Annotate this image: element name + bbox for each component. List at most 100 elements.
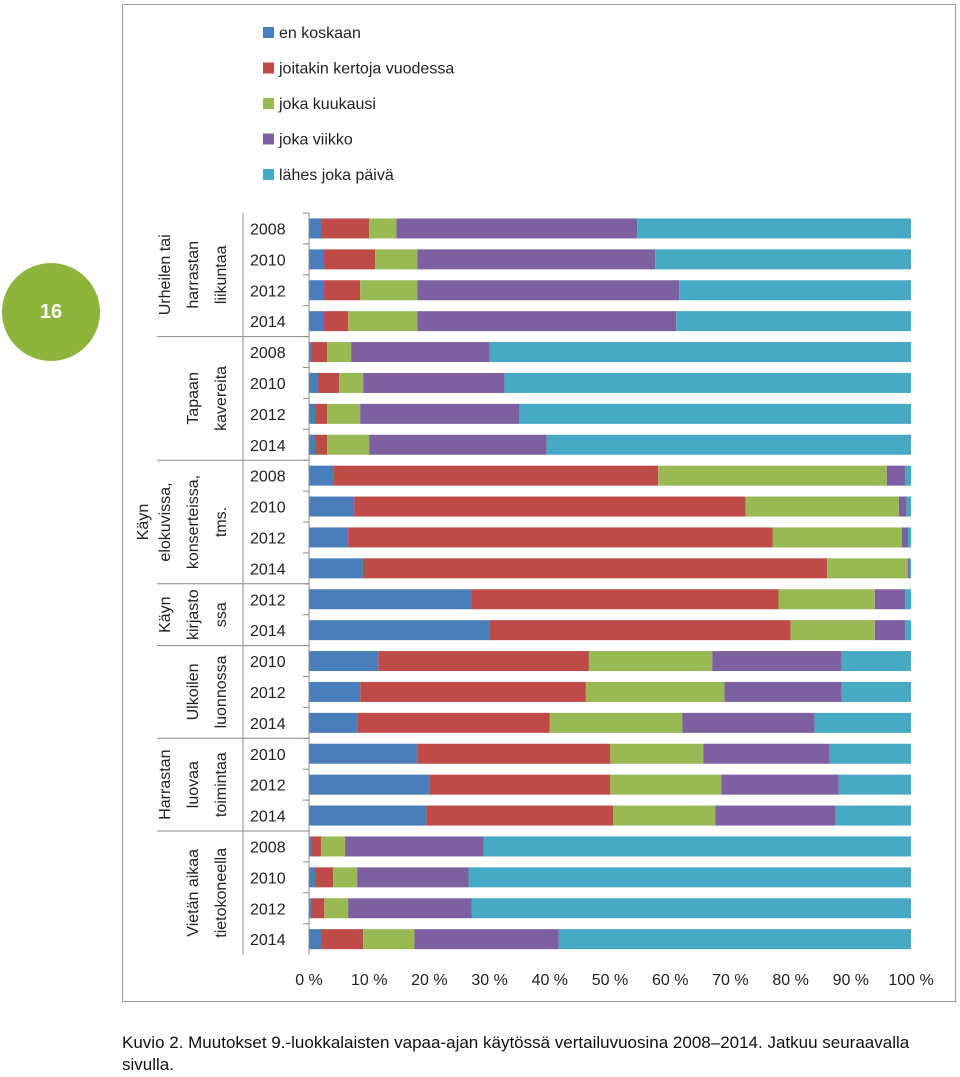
bar-segment: [610, 743, 704, 764]
year-label: 2010: [250, 376, 286, 393]
bar-segment: [315, 403, 328, 424]
group-label: Harrastan: [157, 750, 174, 820]
bar-segment: [309, 681, 361, 702]
bar-segment: [838, 774, 911, 795]
bar-segment: [354, 496, 746, 517]
bar-segment: [357, 867, 469, 888]
group-label: konserteissa,: [185, 475, 202, 569]
bar-segment: [519, 403, 911, 424]
bar-segment: [309, 558, 363, 579]
bar-segment: [414, 929, 559, 950]
legend-label: en koskaan: [279, 25, 361, 42]
bar-segment: [309, 805, 427, 826]
group-label: tietokoneella: [213, 848, 230, 938]
bar-segment: [886, 465, 905, 486]
bar-segment: [312, 342, 328, 363]
bar-segment: [429, 774, 610, 795]
legend-label: joitakin kertoja vuodessa: [278, 61, 454, 78]
bar-segment: [321, 929, 364, 950]
bar-segment: [309, 372, 319, 393]
bar-segment: [312, 898, 325, 919]
group-label: luonnossa: [213, 655, 230, 728]
x-tick-label: 90 %: [833, 972, 869, 989]
bar-segment: [898, 496, 907, 517]
legend-swatch: [263, 62, 274, 74]
x-tick-label: 0 %: [295, 972, 323, 989]
bar-segment: [324, 898, 349, 919]
bar-segment: [901, 527, 908, 548]
bar-segment: [679, 280, 911, 301]
bar-segment: [309, 743, 418, 764]
bar-segment: [396, 218, 638, 239]
bar-segment: [321, 218, 370, 239]
bar-segment: [309, 280, 325, 301]
bar-segment: [333, 867, 358, 888]
group-label: Tapaan: [185, 372, 202, 425]
bar-segment: [348, 898, 472, 919]
bar-segment: [471, 589, 779, 610]
group-label: Urheilen tai: [157, 234, 174, 315]
bar-segment: [417, 311, 677, 332]
bar-segment: [327, 434, 370, 455]
bar-segment: [468, 867, 911, 888]
x-tick-label: 70 %: [712, 972, 748, 989]
bar-segment: [363, 372, 505, 393]
year-label: 2010: [250, 500, 286, 517]
legend-label: joka kuukausi: [278, 96, 376, 113]
bar-segment: [546, 434, 911, 455]
bar-segment: [655, 249, 911, 270]
bar-segment: [362, 558, 828, 579]
bar-segment: [309, 249, 325, 270]
bar-segment: [558, 929, 911, 950]
bar-segment: [483, 836, 911, 857]
bar-segment: [682, 712, 815, 733]
group-label: kavereita: [213, 366, 230, 431]
bar-segment: [309, 712, 358, 733]
bar-segment: [588, 651, 713, 672]
bar-segment: [309, 836, 313, 857]
bar-segment: [721, 774, 839, 795]
year-label: 2014: [250, 438, 286, 455]
bar-segment: [309, 651, 379, 672]
legend-swatch: [263, 169, 274, 180]
bar-segment: [351, 342, 490, 363]
bar-segment: [315, 434, 328, 455]
bar-segment: [375, 249, 418, 270]
year-label: 2012: [250, 685, 286, 702]
bar-segment: [360, 681, 586, 702]
bar-segment: [327, 403, 361, 424]
bar-segment: [426, 805, 614, 826]
bar-segment: [309, 620, 490, 641]
x-tick-label: 60 %: [652, 972, 688, 989]
bar-segment: [309, 898, 313, 919]
bar-segment: [712, 651, 842, 672]
x-tick-label: 40 %: [532, 972, 568, 989]
bar-segment: [327, 342, 352, 363]
group-label: Käyn: [157, 596, 174, 632]
year-label: 2012: [250, 592, 286, 609]
group-label: Vietän aikaa: [185, 849, 202, 937]
bar-segment: [309, 589, 472, 610]
bar-segment: [874, 589, 905, 610]
legend-label: joka viikko: [278, 132, 353, 149]
bar-segment: [417, 249, 656, 270]
bar-segment: [369, 434, 547, 455]
bar-segment: [324, 311, 349, 332]
year-label: 2008: [250, 469, 286, 486]
page-number-badge: 16: [2, 263, 100, 361]
bar-segment: [610, 774, 722, 795]
bar-segment: [715, 805, 836, 826]
bar-segment: [357, 712, 550, 733]
bar-segment: [908, 558, 910, 579]
bar-segment: [309, 527, 349, 548]
x-tick-label: 50 %: [592, 972, 628, 989]
bar-segment: [841, 681, 911, 702]
year-label: 2014: [250, 809, 286, 826]
bar-segment: [309, 929, 322, 950]
legend-swatch: [263, 27, 274, 38]
year-label: 2014: [250, 932, 286, 949]
group-label: harrastan: [185, 241, 202, 309]
bar-segment: [907, 527, 911, 548]
legend-swatch: [263, 98, 274, 109]
year-label: 2010: [250, 747, 286, 764]
